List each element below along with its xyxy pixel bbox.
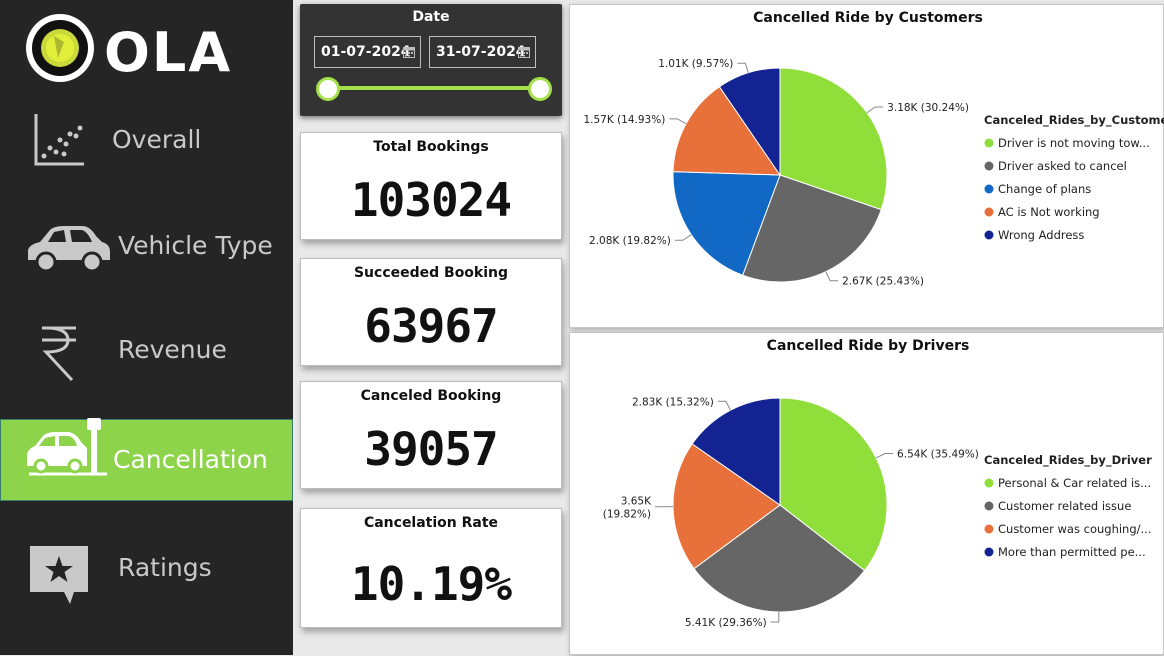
car-crash-icon xyxy=(25,412,113,486)
legend-title: Canceled_Rides_by_Customer xyxy=(984,113,1164,128)
nav-item-overall[interactable]: Overall xyxy=(0,100,293,182)
leader-line xyxy=(675,235,691,241)
ola-logo: OLA xyxy=(24,12,244,84)
kpi-value: 63967 xyxy=(301,299,561,353)
kpi-canceled-booking: Canceled Booking 39057 xyxy=(300,381,562,489)
chart-title: Cancelled Ride by Customers xyxy=(753,10,983,26)
date-slider-end-handle[interactable] xyxy=(528,77,552,101)
legend-item[interactable]: Customer related issue xyxy=(998,499,1131,513)
end-date-value: 31-07-2024 xyxy=(436,44,526,60)
chart-title: Cancelled Ride by Drivers xyxy=(767,338,970,354)
star-comment-icon xyxy=(24,542,112,608)
data-label: (19.82%) xyxy=(603,509,651,521)
leader-line xyxy=(771,612,779,622)
leader-line xyxy=(737,63,748,73)
ola-logo-icon xyxy=(24,12,104,84)
data-label: 2.67K (25.43%) xyxy=(842,276,924,288)
kpi-value: 10.19% xyxy=(301,557,561,611)
data-label: 2.08K (19.82%) xyxy=(589,235,671,247)
kpi-total-bookings: Total Bookings 103024 xyxy=(300,132,562,240)
chart-card-customers: Cancelled Ride by Customers 3.18K (30.24%… xyxy=(569,4,1164,328)
chart-card-drivers: Cancelled Ride by Drivers 6.54K (35.49%) 5… xyxy=(569,332,1164,655)
data-label: 5.41K (29.36%) xyxy=(685,617,767,629)
legend-item[interactable]: AC is Not working xyxy=(998,205,1100,219)
data-label: 3.18K (30.24%) xyxy=(887,102,969,114)
data-label: 2.83K (15.32%) xyxy=(632,396,714,408)
legend-item[interactable]: Personal & Car related is... xyxy=(998,476,1151,490)
kpi-title: Total Bookings xyxy=(301,139,561,155)
leader-line xyxy=(876,454,893,458)
legend-marker xyxy=(985,548,994,557)
legend-item[interactable]: Driver is not moving tow... xyxy=(998,136,1150,150)
kpi-title: Cancelation Rate xyxy=(301,515,561,531)
start-date-value: 01-07-2024 xyxy=(321,44,411,60)
scatter-chart-icon xyxy=(24,108,112,174)
legend-marker xyxy=(985,231,994,240)
date-range-filter: Date 01-07-2024 31-07-2024 xyxy=(300,4,562,116)
car-icon xyxy=(24,214,112,280)
legend-marker xyxy=(985,525,994,534)
leader-line xyxy=(718,401,731,410)
nav-item-revenue[interactable]: Revenue xyxy=(0,310,293,392)
leader-line xyxy=(669,119,686,124)
leader-line xyxy=(826,272,838,281)
kpi-value: 103024 xyxy=(301,173,561,227)
kpi-title: Canceled Booking xyxy=(301,388,561,404)
legend-title: Canceled_Rides_by_Driver xyxy=(984,453,1152,468)
legend-marker xyxy=(985,139,994,148)
date-slider-start-handle[interactable] xyxy=(316,77,340,101)
nav-item-cancellation[interactable]: Cancellation xyxy=(0,419,293,501)
nav-label-cancellation: Cancellation xyxy=(113,445,268,474)
legend-item[interactable]: Wrong Address xyxy=(998,228,1084,242)
nav-label-overall: Overall xyxy=(112,125,201,154)
legend-marker xyxy=(985,185,994,194)
brand-name: OLA xyxy=(104,26,232,80)
pie-chart-customers: Cancelled Ride by Customers 3.18K (30.24%… xyxy=(570,5,1164,329)
calendar-icon[interactable] xyxy=(403,46,415,58)
data-label: 1.01K (9.57%) xyxy=(658,58,733,70)
rupee-icon xyxy=(24,318,112,384)
kpi-succeeded-booking: Succeeded Booking 63967 xyxy=(300,258,562,366)
legend-item[interactable]: More than permitted pe... xyxy=(998,545,1146,559)
nav-label-ratings: Ratings xyxy=(118,553,212,582)
start-date-input[interactable]: 01-07-2024 xyxy=(314,36,421,68)
kpi-cancelation-rate: Cancelation Rate 10.19% xyxy=(300,508,562,628)
legend-marker xyxy=(985,502,994,511)
data-label: 6.54K (35.49%) xyxy=(897,449,979,461)
legend-marker xyxy=(985,479,994,488)
nav-item-vehicle-type[interactable]: Vehicle Type xyxy=(0,206,293,288)
date-slider-track[interactable] xyxy=(328,86,540,90)
leader-line xyxy=(867,107,883,113)
nav-item-ratings[interactable]: Ratings xyxy=(0,528,293,610)
kpi-value: 39057 xyxy=(301,422,561,476)
kpi-title: Succeeded Booking xyxy=(301,265,561,281)
data-label: 3.65K xyxy=(621,496,652,508)
end-date-input[interactable]: 31-07-2024 xyxy=(429,36,536,68)
data-label: 1.57K (14.93%) xyxy=(583,114,665,126)
calendar-icon[interactable] xyxy=(518,46,530,58)
legend-marker xyxy=(985,208,994,217)
legend-item[interactable]: Change of plans xyxy=(998,182,1091,196)
sidebar: OLA Overall Vehicle Type Revenue xyxy=(0,0,293,655)
nav-label-vehicle-type: Vehicle Type xyxy=(118,231,273,260)
date-filter-title: Date xyxy=(300,9,562,25)
nav-label-revenue: Revenue xyxy=(118,335,227,364)
legend-item[interactable]: Driver asked to cancel xyxy=(998,159,1127,173)
pie-chart-drivers: Cancelled Ride by Drivers 6.54K (35.49%) 5… xyxy=(570,333,1164,656)
legend-marker xyxy=(985,162,994,171)
legend-item[interactable]: Customer was coughing/... xyxy=(998,522,1151,536)
